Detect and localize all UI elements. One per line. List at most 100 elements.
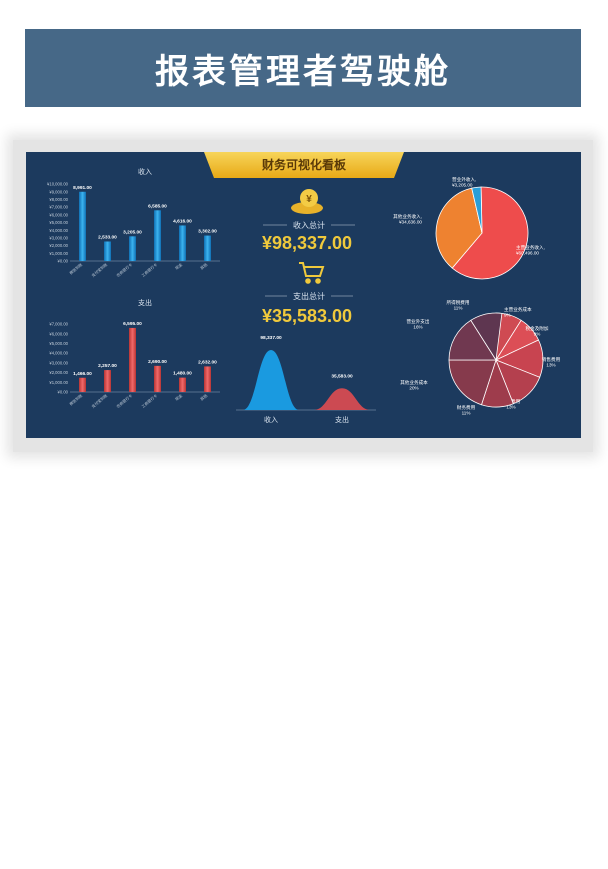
totals-category-label: 支出 [335, 415, 349, 424]
income-bar-ytick: ¥9,000.00 [49, 189, 68, 194]
expense-bar-ytick: ¥6,000.00 [49, 331, 68, 336]
income-bar-category-label: 农商银行卡 [115, 262, 133, 278]
income-bar-bar [204, 235, 211, 261]
income-bar-ytick: ¥10,000.00 [47, 182, 69, 187]
income-pie-label: 营业外收入, ¥3,205.00 [452, 176, 476, 187]
expense-pie-label-percent: 13% [506, 404, 515, 409]
expense-pie-label-name: 财务费用 [457, 404, 476, 411]
expense-bar-ytick: ¥3,000.00 [49, 360, 68, 365]
income-bar-title: 收入 [138, 167, 152, 176]
income-bar-bar [179, 225, 186, 261]
expense-pie-label-name: 其他业务成本 [400, 379, 428, 386]
expense-bar-category-label: 工商银行卡 [140, 393, 158, 409]
expense-bar-category-label: 农商银行卡 [115, 393, 133, 409]
income-bar-ytick: ¥8,000.00 [49, 197, 68, 202]
svg-text:¥: ¥ [306, 194, 312, 205]
expense-bar-category-label: 微信到账 [68, 393, 83, 407]
income-pie-label: 其他业务收入, ¥34,636.00 [393, 213, 422, 224]
expense-pie-label-percent: 9% [504, 312, 511, 317]
expense-bar-data-label: 1,466.00 [73, 371, 92, 377]
shopping-cart-icon [299, 262, 325, 284]
income-bar-ytick: ¥7,000.00 [49, 205, 68, 210]
income-total-label: 收入总计 [293, 220, 325, 230]
expense-bar-category-label: 支付宝到账 [90, 393, 108, 409]
expense-pie-label-name: 主营业务成本 [504, 306, 532, 313]
expense-bar-data-label: 2,690.00 [148, 359, 167, 365]
expense-pie-label-name: 销售费用 [542, 356, 561, 363]
expense-bar-bar [179, 377, 186, 392]
income-bar-data-label: 3,302.00 [198, 229, 217, 235]
income-bar-category-label: 支付宝到账 [90, 262, 108, 278]
expense-pie-slice [448, 359, 497, 406]
totals-category-label: 收入 [264, 415, 278, 424]
expense-bar-bar [104, 370, 111, 392]
income-bar-ytick: ¥1,000.00 [49, 251, 68, 256]
expense-bar-ytick: ¥5,000.00 [49, 341, 68, 346]
expense-bar-data-label: 1,480.00 [173, 371, 192, 377]
expense-pie-label-name: 所得税费用 [447, 299, 470, 306]
expense-total-label: 支出总计 [293, 291, 325, 301]
expense-bar-title: 支出 [138, 298, 152, 307]
income-bar-bar [129, 236, 136, 261]
income-bar-category-label: 工商银行卡 [140, 262, 158, 278]
totals-data-label: 35,583.00 [331, 373, 353, 379]
income-bar-data-label: 8,991.00 [73, 185, 92, 191]
expense-pie-label-percent: 11% [454, 305, 463, 310]
expense-bar-ytick: ¥4,000.00 [49, 351, 68, 356]
expense-bar-ytick: ¥2,000.00 [49, 370, 68, 375]
income-bar-ytick: ¥0.00 [58, 259, 69, 264]
expense-bar-data-label: 2,632.00 [198, 359, 217, 365]
expense-bar-ytick: ¥7,000.00 [49, 322, 68, 327]
expense-pie-label-name: 营业外支出 [407, 318, 430, 325]
money-bag-icon: ¥ [291, 189, 323, 214]
expense-bar-bar [79, 377, 86, 392]
income-bar-bar [104, 241, 111, 261]
income-bar-data-label: 4,616.00 [173, 218, 192, 224]
income-bar-bar [154, 210, 161, 261]
expense-bar-category-label: 现金 [174, 393, 183, 402]
expense-pie-label-percent: 9% [534, 331, 541, 336]
income-pie-slice [471, 186, 483, 234]
income-bar-ytick: ¥6,000.00 [49, 212, 68, 217]
expense-bar-ytick: ¥0.00 [58, 390, 69, 395]
expense-bar-bar [204, 366, 211, 392]
income-total-value: ¥98,337.00 [262, 233, 352, 253]
income-pie-label: 主营业务收入, ¥60,496.00 [516, 244, 545, 255]
totals-data-label: 98,337.00 [260, 335, 282, 341]
expense-pie-label-percent: 16% [413, 324, 422, 329]
expense-pie-label-percent: 11% [462, 410, 471, 415]
page-header-banner: 报表管理者驾驶舱 [25, 29, 581, 107]
income-pie-slice [435, 187, 483, 269]
income-bar-bar [79, 191, 86, 261]
expense-bar-data-label: 2,257.00 [98, 363, 117, 369]
expense-pie-label-name: 税金及附加 [526, 325, 549, 332]
totals-area-1 [314, 388, 370, 410]
income-bar-data-label: 3,205.00 [123, 229, 142, 235]
expense-bar-data-label: 6,595.00 [123, 321, 142, 327]
expense-bar-bar [129, 327, 136, 392]
income-bar-data-label: 2,533.00 [98, 234, 117, 240]
expense-bar-category-label: 其他 [199, 393, 208, 402]
finance-dashboard: 财务可视化看板 ¥ 收入总计 ¥98,337.00 支出总计 ¥35,583.0… [26, 152, 581, 438]
income-bar-data-label: 6,585.00 [148, 203, 167, 209]
income-bar-ytick: ¥3,000.00 [49, 236, 68, 241]
dashboard-title: 财务可视化看板 [261, 157, 347, 172]
income-bar-category-label: 微信到账 [68, 262, 83, 276]
income-bar-ytick: ¥2,000.00 [49, 243, 68, 248]
dashboard-canvas: 财务可视化看板 ¥ 收入总计 ¥98,337.00 支出总计 ¥35,583.0… [47, 152, 561, 424]
income-bar-category-label: 现金 [174, 262, 183, 271]
expense-bar-ytick: ¥1,000.00 [49, 380, 68, 385]
income-bar-ytick: ¥4,000.00 [49, 228, 68, 233]
totals-area-0 [243, 350, 299, 410]
expense-pie-label-percent: 20% [409, 385, 418, 390]
expense-total-value: ¥35,583.00 [262, 306, 352, 326]
income-bar-category-label: 其他 [199, 262, 208, 271]
expense-pie-slice [448, 319, 497, 361]
income-bar-ytick: ¥5,000.00 [49, 220, 68, 225]
expense-bar-bar [154, 365, 161, 392]
dashboard-title-banner [204, 152, 404, 178]
income-pie-slice [451, 186, 529, 280]
expense-pie-label-percent: 13% [546, 362, 555, 367]
expense-pie-slice [470, 312, 503, 362]
page-title: 报表管理者驾驶舱 [155, 51, 451, 92]
